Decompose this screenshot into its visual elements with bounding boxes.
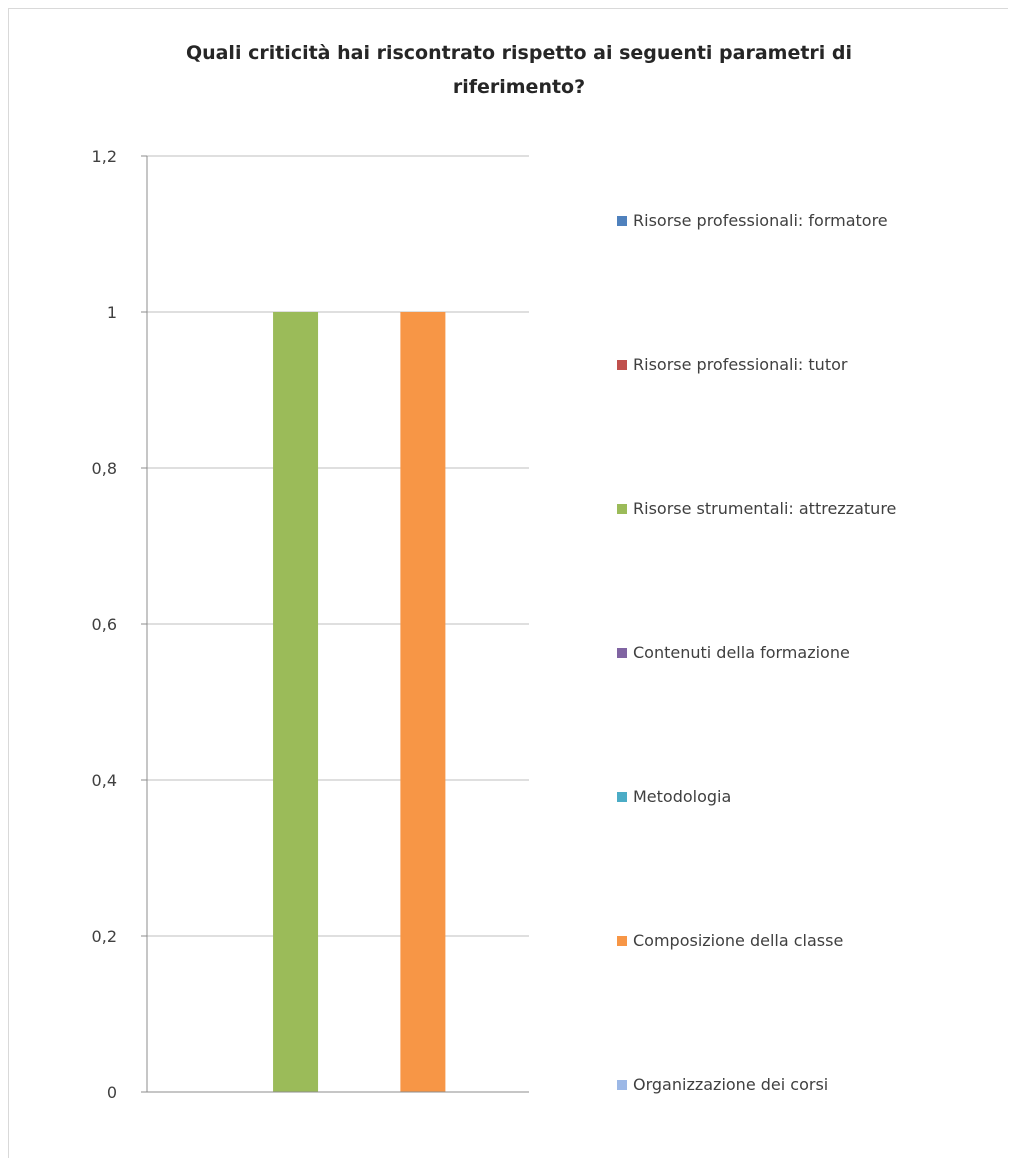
legend-item: Organizzazione dei corsi <box>617 1075 828 1094</box>
legend-swatch <box>617 216 627 226</box>
axes <box>141 155 529 1093</box>
chart-frame: Quali criticità hai riscontrato rispetto… <box>8 8 1008 1158</box>
legend-label: Risorse professionali: tutor <box>633 355 848 374</box>
legend-item: Contenuti della formazione <box>617 643 850 662</box>
legend-swatch <box>617 504 627 514</box>
legend-item: Risorse professionali: tutor <box>617 355 848 374</box>
legend-swatch <box>617 360 627 370</box>
legend-swatch <box>617 936 627 946</box>
bars <box>273 312 446 1092</box>
bar-risorse-strumentali-attrezzature <box>273 312 319 1092</box>
legend-label: Composizione della classe <box>633 931 843 950</box>
legend-item: Metodologia <box>617 787 731 806</box>
y-tick-label: 1 <box>107 303 117 322</box>
y-tick-label: 1,2 <box>92 147 117 166</box>
legend-label: Risorse strumentali: attrezzature <box>633 499 896 518</box>
chart-title: Quali criticità hai riscontrato rispetto… <box>186 42 852 98</box>
bar-chart: Quali criticità hai riscontrato rispetto… <box>92 42 897 1102</box>
legend-label: Organizzazione dei corsi <box>633 1075 828 1094</box>
legend-label: Metodologia <box>633 787 731 806</box>
legend-item: Risorse strumentali: attrezzature <box>617 499 896 518</box>
legend-item: Composizione della classe <box>617 931 843 950</box>
y-tick-label: 0,8 <box>92 459 117 478</box>
y-tick-label: 0 <box>107 1083 117 1102</box>
y-tick-label: 0,6 <box>92 615 117 634</box>
chart-title-line-2: riferimento? <box>453 76 585 98</box>
y-tick-label: 0,2 <box>92 927 117 946</box>
y-axis-ticks: 0 0,2 0,4 0,6 0,8 1 1,2 <box>92 147 117 1102</box>
y-tick-label: 0,4 <box>92 771 117 790</box>
legend-item: Risorse professionali: formatore <box>617 211 888 230</box>
legend-swatch <box>617 1080 627 1090</box>
gridlines <box>147 155 529 937</box>
legend-swatch <box>617 792 627 802</box>
legend-swatch <box>617 648 627 658</box>
legend-label: Risorse professionali: formatore <box>633 211 888 230</box>
chart-title-line-1: Quali criticità hai riscontrato rispetto… <box>186 42 852 64</box>
legend: Risorse professionali: formatore Risorse … <box>617 211 896 1094</box>
legend-label: Contenuti della formazione <box>633 643 850 662</box>
bar-composizione-della-classe <box>400 312 446 1092</box>
